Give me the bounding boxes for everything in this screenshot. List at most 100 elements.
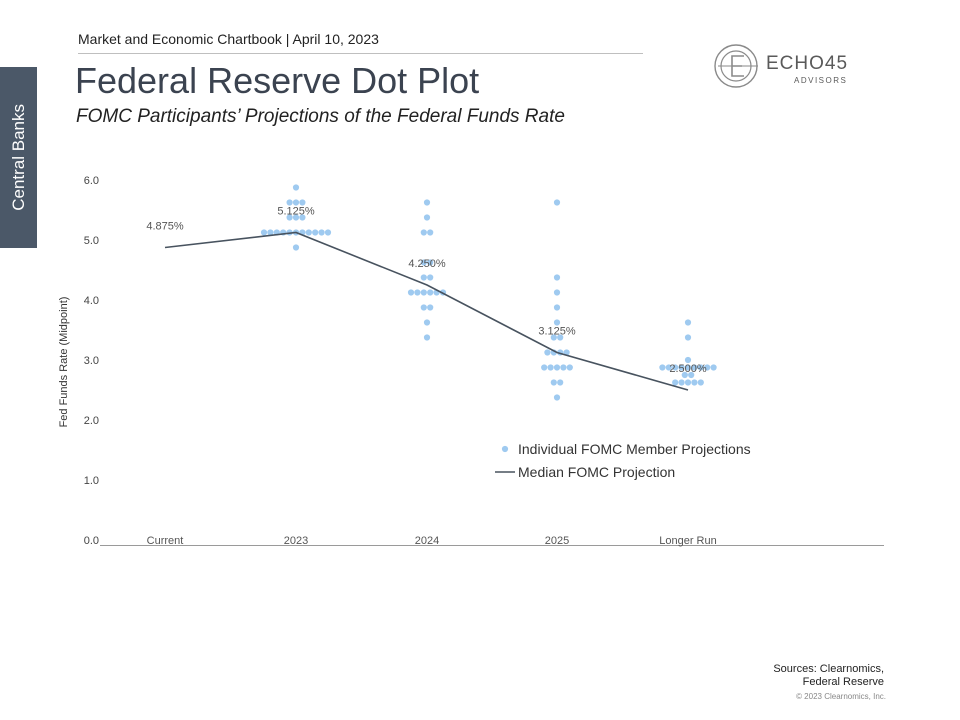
projection-dot <box>312 229 319 236</box>
projection-dot <box>420 274 427 281</box>
sources-line-2: Federal Reserve <box>802 676 884 688</box>
projection-dot <box>420 289 427 296</box>
projection-dot <box>550 379 557 386</box>
projection-dot <box>292 244 300 251</box>
projection-dot <box>553 319 561 326</box>
projection-dot <box>547 364 554 371</box>
projection-dot <box>427 229 434 236</box>
projection-dot <box>691 379 698 386</box>
projection-dot <box>665 364 672 371</box>
projection-dot <box>299 199 306 206</box>
projection-dot <box>423 199 431 206</box>
sources-note: Sources: Clearnomics, Federal Reserve <box>773 663 884 689</box>
projection-dot <box>688 371 695 379</box>
page-title: Federal Reserve Dot Plot <box>75 60 480 101</box>
projection-dot <box>678 379 685 386</box>
section-tab[interactable]: Central Banks <box>0 67 37 248</box>
median-projection-line <box>164 231 689 391</box>
projection-dot <box>414 289 421 296</box>
projection-dot <box>697 364 704 371</box>
legend-dot-marker <box>501 445 509 453</box>
y-axis-label: Fed Funds Rate (Midpoint) <box>58 297 70 428</box>
chartbook-header: Market and Economic Chartbook | April 10… <box>78 31 379 47</box>
y-tick-label: 5.0 <box>84 235 99 247</box>
projection-dot <box>427 274 434 281</box>
median-data-label: 4.875% <box>146 221 184 233</box>
y-tick-label: 1.0 <box>84 475 99 487</box>
projection-dot <box>672 364 679 371</box>
projection-dot <box>553 289 561 296</box>
projection-dot <box>691 364 698 371</box>
median-data-label: 5.125% <box>277 206 315 218</box>
logo-subtext: ADVISORS <box>794 76 848 85</box>
header-divider <box>78 53 643 54</box>
projection-dot <box>286 214 293 221</box>
projection-dot <box>292 199 300 206</box>
projection-dot <box>292 214 300 221</box>
projection-dot <box>427 289 434 296</box>
projection-dot <box>560 364 567 371</box>
projection-dot <box>420 229 427 236</box>
projection-dot <box>557 334 564 341</box>
projection-dot <box>553 304 561 311</box>
x-tick-label: Longer Run <box>659 535 717 547</box>
projection-dot <box>684 334 692 341</box>
logo-wordmark: ECHO45 <box>766 53 849 74</box>
projection-dot <box>684 356 692 364</box>
projection-dot <box>420 304 427 311</box>
legend-dot-label: Individual FOMC Member Projections <box>518 441 751 457</box>
projection-dot <box>427 304 434 311</box>
projection-dot <box>423 214 431 221</box>
projection-dot <box>324 229 332 236</box>
projection-dot <box>557 379 564 386</box>
projection-dot <box>553 274 561 281</box>
echo45-logo-icon <box>714 44 758 88</box>
projection-dot <box>697 379 704 386</box>
projection-dot <box>553 364 561 371</box>
projection-dot <box>659 364 666 371</box>
projection-dot <box>566 364 573 371</box>
page-subtitle: FOMC Participants’ Projections of the Fe… <box>76 106 565 127</box>
x-tick-label: 2025 <box>545 535 569 547</box>
projection-dot <box>710 364 717 371</box>
y-tick-label: 0.0 <box>84 535 99 547</box>
projection-dot <box>684 379 692 386</box>
y-tick-label: 3.0 <box>84 355 99 367</box>
median-data-label: 3.125% <box>538 326 576 338</box>
copyright-note: © 2023 Clearnomics, Inc. <box>796 692 886 701</box>
projection-dot <box>423 319 431 326</box>
projection-dot <box>305 229 312 236</box>
x-tick-label: Current <box>147 535 184 547</box>
projection-dot <box>260 229 268 236</box>
projection-dot <box>427 259 434 266</box>
projection-dot <box>423 334 431 341</box>
x-tick-label: 2023 <box>284 535 308 547</box>
projection-dot <box>681 371 688 379</box>
projection-dot <box>318 229 325 236</box>
projection-dot <box>541 364 548 371</box>
legend-line-label: Median FOMC Projection <box>518 464 675 480</box>
projection-dot <box>544 349 551 356</box>
projection-dot <box>553 199 561 206</box>
projection-dot <box>299 214 306 221</box>
projection-dot <box>684 364 692 371</box>
projection-dot <box>553 394 561 401</box>
projection-dot <box>672 379 679 386</box>
projection-dot <box>678 364 685 371</box>
x-tick-label: 2024 <box>415 535 439 547</box>
echo45-logo: ECHO45 ADVISORS <box>714 42 864 90</box>
projection-dot <box>292 184 300 191</box>
projection-dot <box>704 364 711 371</box>
median-data-label: 4.250% <box>408 258 446 270</box>
median-data-label: 2.500% <box>669 363 707 375</box>
y-tick-label: 4.0 <box>84 295 99 307</box>
projection-dot <box>684 319 692 326</box>
projection-dot <box>407 289 415 296</box>
projection-dot <box>550 334 557 341</box>
projection-dot <box>420 259 427 266</box>
y-tick-label: 6.0 <box>84 175 99 187</box>
projection-dot <box>286 199 293 206</box>
sources-line-1: Sources: Clearnomics, <box>773 663 884 675</box>
y-tick-label: 2.0 <box>84 415 99 427</box>
